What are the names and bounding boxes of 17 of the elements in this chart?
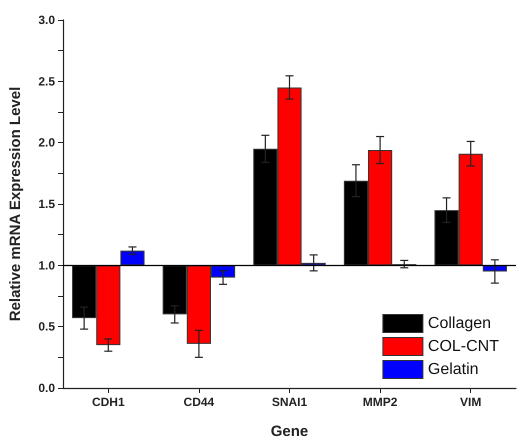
y-tick-label: 1.0 [38, 258, 56, 272]
y-tick-label: 1.5 [38, 197, 56, 211]
y-tick-label: 2.5 [38, 74, 56, 88]
y-tick-label: 3.0 [38, 13, 56, 27]
y-axis-title: Relative mRNA Expression Level [7, 86, 24, 322]
x-tick-label: MMP2 [362, 395, 398, 409]
y-tick-label: 0.5 [38, 320, 56, 334]
x-tick-label: CD44 [184, 395, 215, 409]
legend-label: COL-CNT [428, 338, 500, 355]
x-tick-label: SNAI1 [272, 395, 308, 409]
legend-label: Collagen [428, 315, 492, 332]
x-tick-label: VIM [460, 395, 482, 409]
y-tick-label: 0.0 [38, 381, 56, 395]
y-tick-label: 2.0 [38, 136, 56, 150]
legend-label: Gelatin [428, 361, 479, 378]
x-axis-title: Gene [270, 423, 308, 440]
x-tick-label: CDH1 [92, 395, 125, 409]
